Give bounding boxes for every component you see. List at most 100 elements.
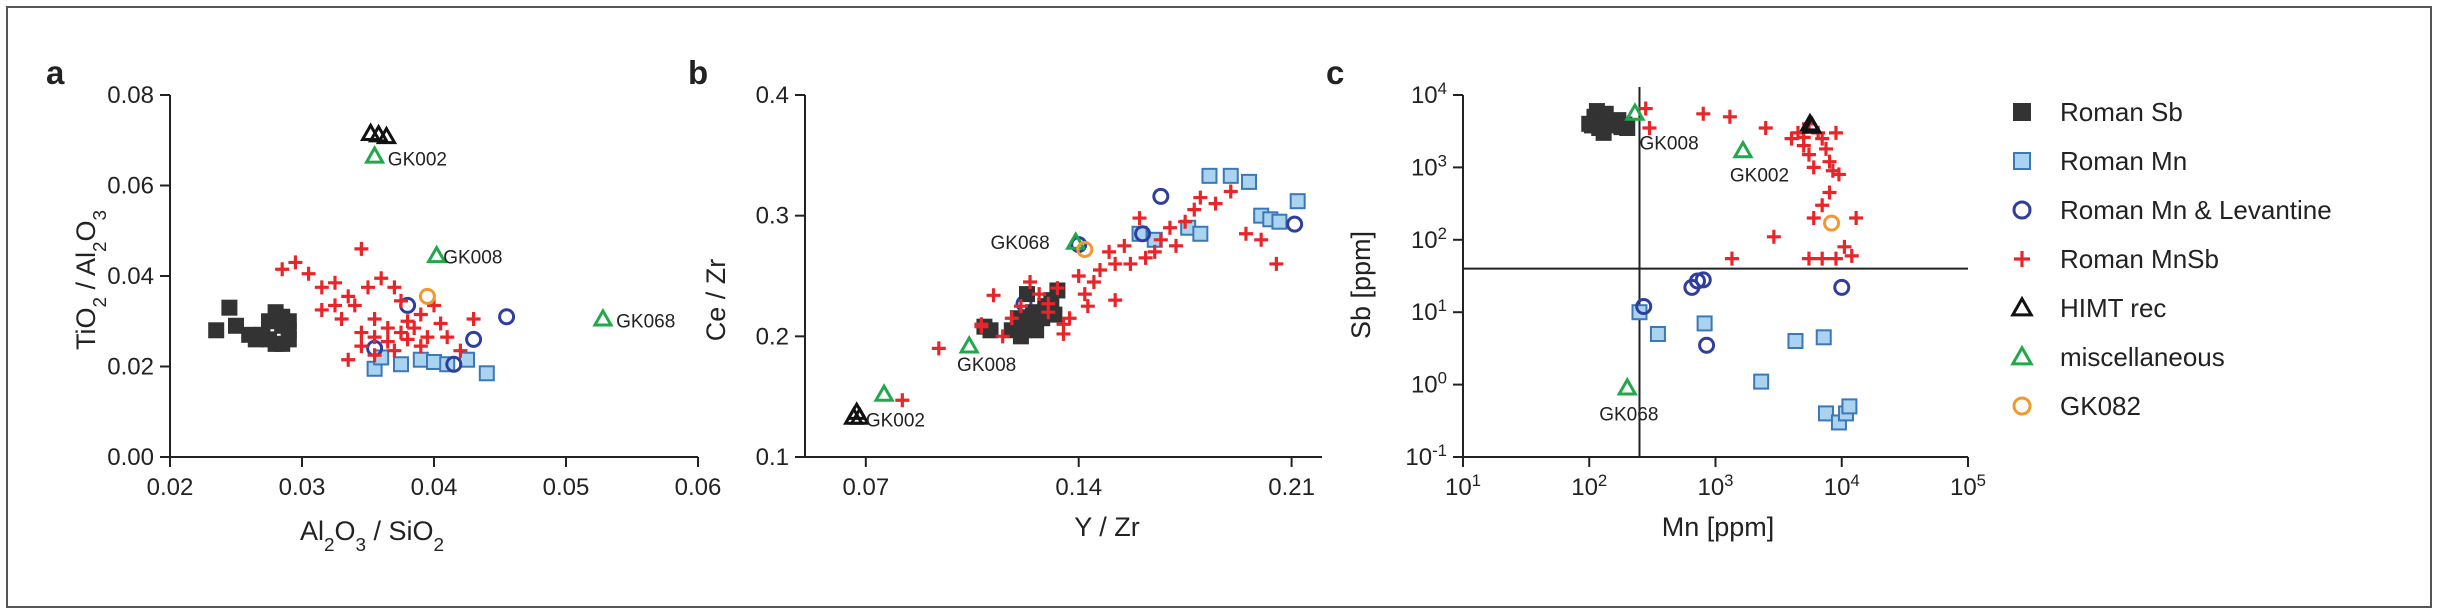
roman-mnsb-point [895,393,910,408]
legend-item-roman-mn-lev: Roman Mn & Levantine [2012,195,2332,225]
figure-frame [6,6,2432,608]
panel-a-marks [208,122,614,382]
panel-b-axes [804,95,1322,458]
roman-mnsb-point [1117,238,1132,253]
panel-c-annotations: GK008 GK002 GK068 [1599,134,1789,426]
y-tick-label: 0.06 [107,173,154,200]
misc-point [363,145,386,164]
roman-mn-lev-point [445,355,463,373]
panel-c-ylabel: Sb [ppm] [1346,231,1376,339]
gk082-point [1823,214,1841,232]
legend: Roman Sb Roman Mn Roman Mn & Levantine Roma… [2010,97,2332,421]
roman-mn-lev-point [1134,225,1152,243]
roman-mn-point [1201,167,1218,184]
roman-mnsb-point [1032,287,1047,302]
roman-mnsb-point [341,289,356,304]
roman-mn-lev-point [1694,271,1712,289]
axis-lines [1462,95,1968,458]
roman-mnsb-point [314,280,329,295]
roman-mn-point [478,365,495,382]
roman-mnsb-point [380,334,395,349]
roman-mn-point [1192,225,1209,242]
roman-mnsb-point [288,255,303,270]
legend-marker-roman-sb [2013,103,2031,121]
legend-marker-himt [2010,295,2034,317]
roman-mnsb-point [453,343,468,358]
roman-mnsb-point [1766,229,1781,244]
roman-mn-point [1222,167,1239,184]
panel-a-letter: a [46,54,65,91]
y-tick-label: 0.08 [107,82,154,109]
legend-label: Roman Mn [2060,146,2187,176]
sample-annotation: GK002 [1730,165,1789,186]
roman-mnsb-point [394,293,408,308]
roman-mnsb-point [328,298,342,313]
roman-mn-point [1841,398,1858,415]
sample-annotation: GK068 [1599,404,1658,425]
roman-mnsb-point [387,343,402,358]
roman-mnsb-point [1837,239,1852,254]
misc-point [1732,139,1754,159]
roman-mnsb-point [1638,101,1653,116]
roman-mn-point [1241,173,1258,190]
roman-mnsb-point [1806,211,1821,226]
roman-mnsb-point [1801,147,1816,162]
roman-mnsb-point [1849,211,1864,226]
roman-mnsb-point [1223,184,1238,199]
roman-mnsb-point [1828,251,1843,266]
roman-mnsb-point [1041,305,1056,320]
legend-label: Roman MnSb [2060,244,2219,274]
y-tick-label: 100 [1411,368,1447,399]
axis-lines [804,95,1322,458]
roman-mnsb-point [974,319,989,334]
roman-mnsb-point [1092,262,1107,277]
sample-annotation: GK008 [957,355,1016,376]
y-tick-label: 0.4 [756,82,789,109]
roman-mnsb-point [394,325,408,340]
roman-mnsb-point [275,262,290,277]
roman-mn-point [1815,329,1832,346]
roman-sb-point [221,299,238,316]
x-tick-label: 0.04 [411,474,458,501]
roman-mnsb-point [1822,185,1837,200]
himt-point [1801,115,1823,134]
roman-mnsb-point [1062,311,1077,326]
sample-annotation: GK008 [443,248,502,269]
panel-b-letter: b [688,54,708,91]
roman-mnsb-point [1123,256,1138,271]
panel-c: c 101 102 103 104 105 10-1 100 101 102 103 104 GK0… [1326,54,1986,542]
roman-mnsb-point [354,241,369,256]
roman-mnsb-point [420,330,435,345]
legend-item-gk082: GK082 [2012,391,2141,421]
misc-point [958,334,980,354]
y-tick-label: 0.2 [756,323,789,350]
panel-a-ylabel: TiO2 / Al2O3 [71,210,111,350]
panel-a: a 0.02 0.03 0.04 0.05 0.060.000.020.040.060.… [46,54,721,556]
roman-mnsb-point [413,307,428,322]
roman-sb-point [274,317,291,334]
roman-mnsb-point [1818,141,1833,156]
panel-c-marks [1581,101,1864,431]
roman-mn-lev-point [1833,278,1851,296]
himt-point [375,125,398,145]
roman-mnsb-point [1758,121,1773,136]
x-tick-label: 0.14 [1055,474,1102,501]
roman-mn-point [1289,193,1306,210]
roman-mn-point [1271,213,1288,230]
roman-mnsb-point [1153,232,1168,247]
x-tick-label: 0.05 [543,474,590,501]
roman-mnsb-point [1822,154,1837,169]
roman-mnsb-point [354,325,369,340]
panel-a-xlabel: Al2O3 / SiO2 [300,516,444,556]
roman-sb-point [1583,117,1600,134]
y-tick-label: 104 [1411,79,1447,110]
roman-mnsb-point [1844,248,1859,263]
roman-mnsb-point [1132,211,1147,226]
roman-mnsb-point [1056,326,1071,341]
roman-mnsb-point [466,311,481,326]
y-tick-label: 0.00 [107,444,154,471]
roman-mnsb-point [1138,250,1153,265]
x-tick-label: 0.03 [279,474,326,501]
legend-label: HIMT rec [2060,293,2166,323]
